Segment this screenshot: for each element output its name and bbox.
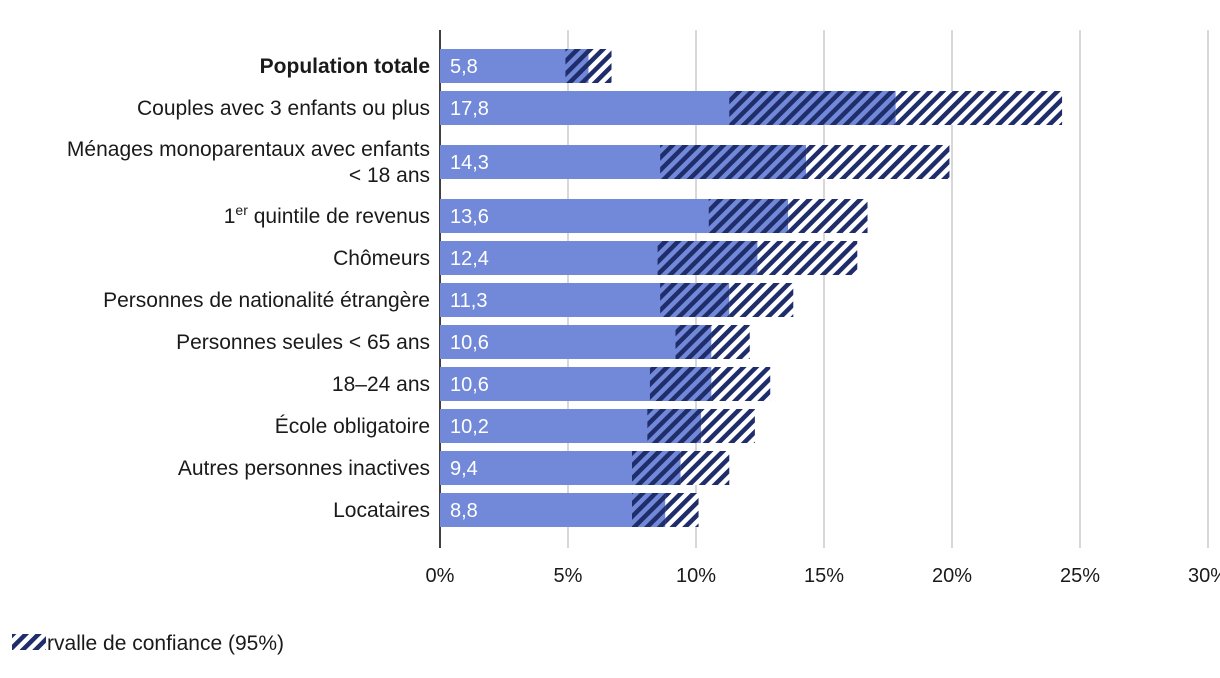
data-label-3: 13,6 bbox=[450, 206, 489, 228]
ci-upper-10 bbox=[665, 493, 699, 527]
legend-label: Intervalle de confiance (95%) bbox=[12, 632, 284, 655]
bars: 5,8 17,8 14,3 13,6 12,4 11,3 10,6 10,6 10,2 9,4 8,… bbox=[440, 49, 1063, 527]
ci-lower-0 bbox=[565, 49, 589, 83]
category-label-9: Autres personnes inactives bbox=[178, 457, 430, 480]
category-label-1: Couples avec 3 enfants ou plus bbox=[137, 97, 430, 120]
x-tick-label-15: 15% bbox=[804, 565, 844, 587]
bar-0 bbox=[440, 49, 589, 83]
category-label-0: Population totale bbox=[260, 55, 430, 78]
data-label-8: 10,2 bbox=[450, 416, 489, 438]
data-label-0: 5,8 bbox=[450, 56, 478, 78]
ci-lower-2 bbox=[660, 145, 807, 179]
ci-lower-10 bbox=[632, 493, 666, 527]
bar-10 bbox=[440, 493, 666, 527]
data-label-1: 17,8 bbox=[450, 98, 489, 120]
category-label-3: 1er quintile de revenus bbox=[224, 202, 430, 228]
category-label-10: Locataires bbox=[333, 499, 430, 522]
ci-upper-3 bbox=[788, 199, 868, 233]
ci-upper-2 bbox=[806, 145, 950, 179]
ci-lower-8 bbox=[647, 409, 702, 443]
ci-upper-0 bbox=[588, 49, 612, 83]
category-label-4: Chômeurs bbox=[333, 247, 430, 270]
category-label-2-line-0: Ménages monoparentaux avec enfants bbox=[67, 138, 430, 161]
ci-lower-3 bbox=[708, 199, 789, 233]
data-label-7: 10,6 bbox=[450, 374, 489, 396]
category-label-5: Personnes de nationalité étrangère bbox=[103, 289, 430, 312]
ci-lower-7 bbox=[649, 367, 712, 401]
x-tick-label-5: 5% bbox=[554, 565, 583, 587]
x-tick-label-20: 20% bbox=[932, 565, 972, 587]
data-label-9: 9,4 bbox=[450, 458, 478, 480]
category-labels: Population totale Couples avec 3 enfants … bbox=[67, 55, 430, 522]
data-label-5: 11,3 bbox=[450, 290, 487, 312]
category-label-3-sup: er bbox=[235, 202, 248, 218]
ci-lower-1 bbox=[729, 91, 896, 125]
legend-hatch-swatch bbox=[12, 634, 46, 650]
category-label-8: École obligatoire bbox=[275, 415, 430, 438]
ci-upper-1 bbox=[895, 91, 1063, 125]
ci-upper-9 bbox=[680, 451, 730, 485]
ci-lower-5 bbox=[660, 283, 730, 317]
category-label-2-line-1: < 18 ans bbox=[349, 164, 430, 187]
category-label-3-suffix: quintile de revenus bbox=[248, 205, 430, 228]
x-tick-label-25: 25% bbox=[1060, 565, 1100, 587]
ci-upper-4 bbox=[757, 241, 858, 275]
data-label-2: 14,3 bbox=[450, 152, 489, 174]
category-label-3-prefix: 1 bbox=[224, 205, 236, 228]
ci-upper-5 bbox=[729, 283, 794, 317]
category-label-7: 18–24 ans bbox=[332, 373, 430, 396]
bar-chart-svg: 5,8 17,8 14,3 13,6 12,4 11,3 10,6 10,6 10,2 9,4 8,… bbox=[67, 30, 1220, 587]
data-label-10: 8,8 bbox=[450, 500, 478, 522]
x-tick-label-30: 30% bbox=[1188, 565, 1220, 587]
ci-upper-7 bbox=[711, 367, 771, 401]
category-label-6: Personnes seules < 65 ans bbox=[176, 331, 430, 354]
x-tick-label-0: 0% bbox=[426, 565, 455, 587]
ci-lower-6 bbox=[675, 325, 712, 359]
x-axis-ticks: 0% 5% 10% 15% 20% 25% 30% bbox=[426, 565, 1220, 587]
data-label-6: 10,6 bbox=[450, 332, 489, 354]
bar-6 bbox=[440, 325, 712, 359]
legend: Intervalle de confiance (95%) bbox=[12, 632, 284, 656]
ci-upper-6 bbox=[711, 325, 750, 359]
ci-upper-8 bbox=[701, 409, 755, 443]
ci-lower-4 bbox=[657, 241, 758, 275]
ci-lower-9 bbox=[632, 451, 681, 485]
x-tick-label-10: 10% bbox=[676, 565, 716, 587]
data-label-4: 12,4 bbox=[450, 248, 489, 270]
